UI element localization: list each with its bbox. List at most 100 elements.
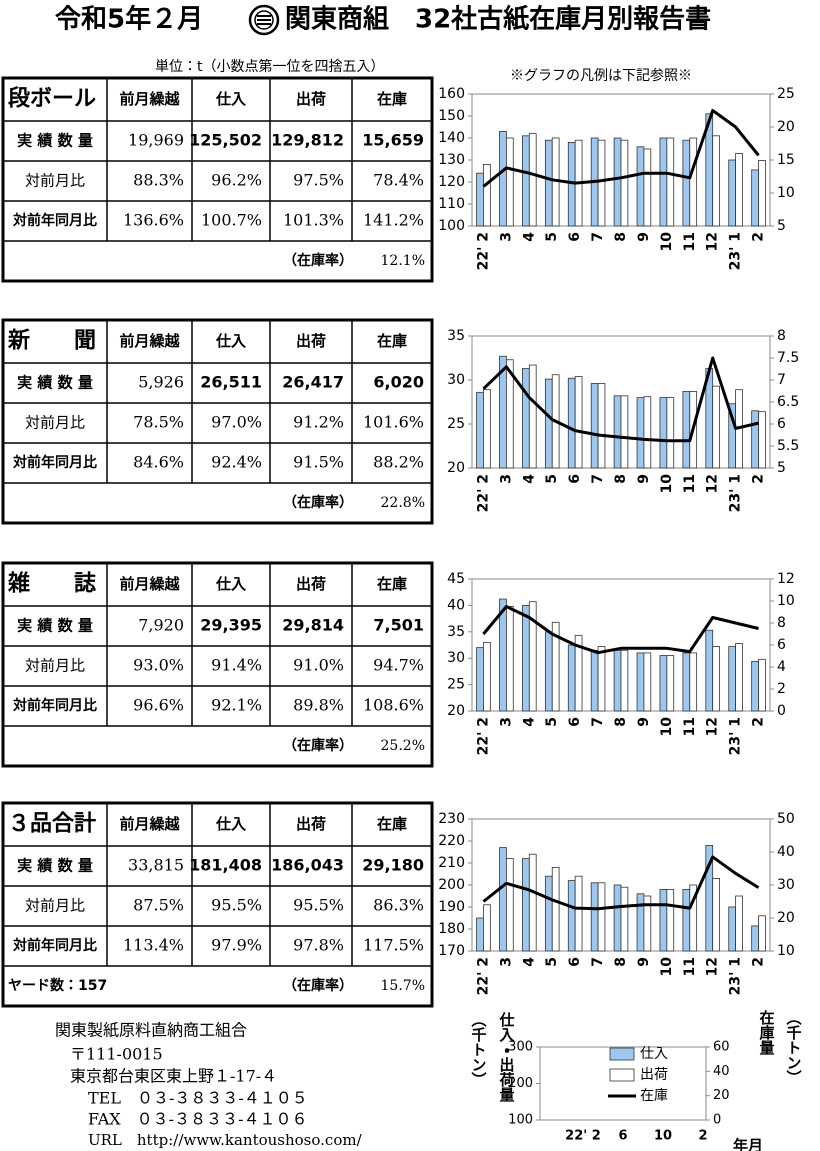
row-label: 対前年同月比 — [12, 697, 97, 714]
x-tick-label: 4 — [521, 957, 537, 967]
x-tick-label: 11 — [682, 232, 698, 251]
x-tick-label: 6 — [567, 474, 583, 484]
table-frame — [1, 318, 434, 525]
table-value: 84.6% — [133, 453, 184, 472]
y-tick-label: 210 — [438, 855, 465, 871]
bar — [505, 858, 514, 952]
x-tick-label: 3 — [498, 232, 514, 242]
y2-tick-label: 20 — [777, 910, 795, 926]
bar — [735, 643, 743, 712]
ratio-label: （在庫率） — [283, 252, 353, 269]
bar — [522, 368, 530, 469]
x-tick-label: 7 — [590, 232, 606, 242]
bar — [728, 646, 737, 712]
x-tick-label: 8 — [613, 232, 629, 242]
table-value: 94.7% — [373, 656, 424, 675]
bar — [666, 397, 675, 469]
bar — [712, 385, 720, 469]
bar — [751, 660, 759, 712]
ratio-value: 22.8% — [381, 495, 425, 511]
bar — [505, 606, 514, 712]
table-name: 新 聞 — [7, 329, 96, 354]
table-value: 93.0% — [133, 656, 184, 675]
bar — [597, 646, 606, 712]
x-tick-label: 12 — [705, 474, 721, 493]
x-axis-label: 年月 — [733, 1137, 763, 1151]
x-tick-label: 4 — [521, 717, 537, 727]
bar — [712, 646, 720, 712]
table-value: 88.3% — [133, 171, 184, 190]
row-label: 実 績 数 量 — [17, 374, 93, 392]
bar — [483, 389, 491, 469]
y-tick-label: 20 — [447, 460, 465, 476]
stock-line — [482, 605, 759, 655]
x-tick-label: 5 — [544, 957, 560, 967]
bar — [659, 889, 668, 952]
x-tick-label: 8 — [613, 474, 629, 484]
bar — [682, 139, 691, 227]
table-value: 87.5% — [133, 896, 184, 915]
stock-line — [482, 109, 760, 188]
bar — [751, 925, 759, 952]
x-tick-label: 7 — [590, 717, 606, 727]
y-tick-label: 110 — [438, 196, 465, 212]
table-value: 91.0% — [293, 656, 344, 675]
y-tick-label: 200 — [438, 877, 465, 893]
x-tick-label: 22' 2 — [475, 474, 491, 512]
ratio-label: （在庫率） — [283, 494, 353, 511]
y-tick-label: 160 — [438, 86, 465, 102]
bar — [544, 378, 553, 469]
ratio-value: 15.7% — [381, 978, 425, 994]
bar — [567, 880, 576, 952]
y2-tick-label: 12 — [777, 571, 795, 587]
bar — [712, 135, 720, 227]
bar — [551, 621, 560, 712]
table-value: 181,408 — [189, 856, 262, 875]
bar — [574, 875, 583, 952]
bar — [483, 163, 491, 227]
bar — [483, 904, 491, 952]
row-label: 対前月比 — [25, 414, 85, 432]
bar — [643, 396, 652, 469]
bar — [597, 383, 606, 469]
bar — [735, 152, 743, 227]
legend-label: 仕入 — [640, 1046, 668, 1062]
table-value: 186,043 — [271, 856, 344, 875]
x-tick-label: 8 — [613, 717, 629, 727]
table-value: 88.2% — [373, 453, 424, 472]
bar — [728, 906, 737, 952]
legend-swatch — [609, 1047, 635, 1061]
table-value: 7,501 — [373, 616, 424, 635]
x-tick-label: 5 — [544, 474, 560, 484]
bar — [574, 635, 583, 712]
x-tick-label: 3 — [498, 957, 514, 967]
row-label: 対前年同月比 — [12, 454, 97, 471]
bar — [613, 395, 622, 469]
table-value: 141.2% — [363, 211, 424, 230]
y2-tick-label: 25 — [777, 86, 795, 102]
x-tick-label: 23' 1 — [728, 474, 744, 512]
bar — [636, 146, 645, 227]
x-tick-label: 5 — [544, 232, 560, 242]
x-tick-label: 10 — [659, 232, 675, 252]
y2-axis-unit: （千トン） — [785, 1010, 803, 1085]
column-header: 在庫 — [377, 575, 407, 593]
table-value: 86.3% — [373, 896, 424, 915]
bar — [544, 631, 553, 712]
bar — [528, 601, 537, 712]
x-tick-label: 10 — [659, 474, 675, 494]
column-header: 前月繰越 — [119, 90, 180, 108]
y2-tick-label: 10 — [777, 185, 795, 201]
bar — [758, 160, 766, 227]
bar — [620, 395, 629, 469]
row-label: 実 績 数 量 — [17, 132, 93, 150]
footer-fax: FAX ０３-３８３３-４１０６ — [88, 1110, 307, 1129]
bar — [476, 647, 484, 712]
ratio-label: （在庫率） — [283, 977, 353, 994]
table-value: 15,659 — [362, 131, 424, 150]
table-value: 6,020 — [373, 373, 424, 392]
y2-tick-label: 20 — [713, 1088, 730, 1103]
legend-swatch — [609, 1068, 635, 1082]
bar — [666, 655, 675, 712]
table-value: 97.8% — [293, 936, 344, 955]
